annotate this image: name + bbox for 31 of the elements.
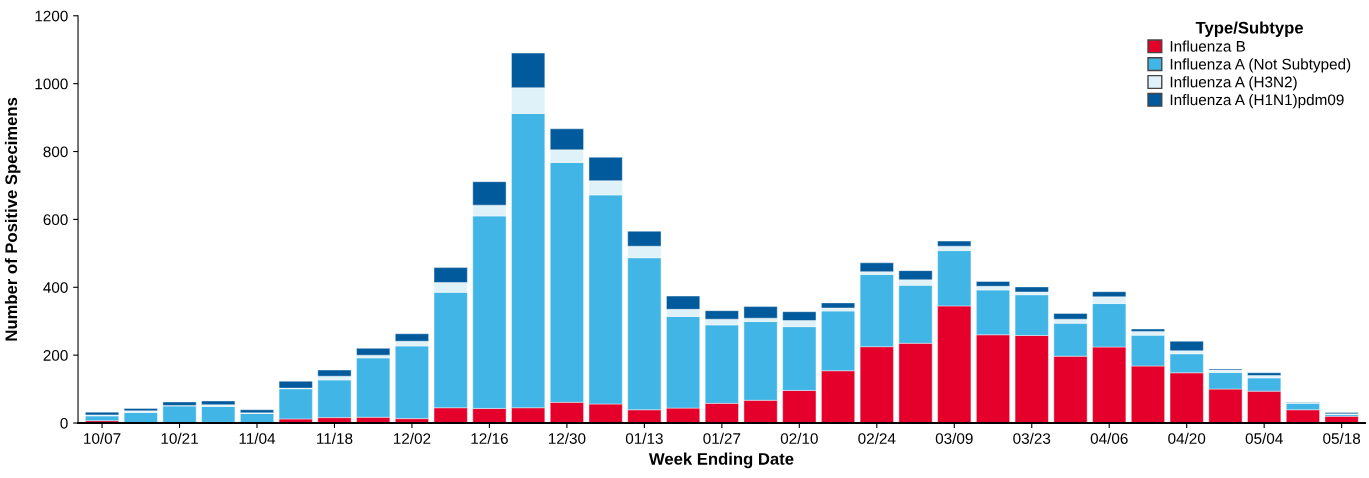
legend-label: Influenza A (Not Subtyped) [1170,58,1351,73]
x-axis-title: Week Ending Date [648,452,794,469]
legend-label: Influenza A (H1N1)pdm09 [1170,94,1344,109]
x-tick-label: 11/18 [317,432,353,444]
x-tick-label: 04/06 [1090,432,1128,444]
y-tick-label: 1000 [35,78,68,90]
x-tick-label: 12/30 [548,432,586,444]
legend-label: Influenza B [1170,40,1246,52]
x-tick-label: 02/10 [780,432,818,444]
x-tick-label: 05/18 [1323,432,1361,444]
x-tick-label: 04/20 [1168,432,1206,444]
x-tick-label: 10/21 [161,432,198,444]
x-tick-label: 01/27 [703,432,741,444]
y-tick-label: 1200 [35,10,68,22]
y-tick-label: 600 [43,214,68,226]
x-tick-label: 02/24 [858,432,896,444]
x-tick-label: 10/07 [84,432,121,444]
y-tick-label: 200 [43,350,68,361]
y-tick-label: 800 [43,146,68,158]
y-axis-title: Number of Positive Specimens [4,97,21,341]
y-tick-label: 400 [43,282,68,293]
legend-title: Type/Subtype [1195,21,1304,37]
x-tick-label: 03/09 [935,432,973,444]
x-tick-label: 12/02 [394,432,431,444]
x-tick-label: 01/13 [625,432,663,444]
x-tick-label: 05/04 [1245,432,1283,444]
y-tick-label: 0 [60,417,68,429]
legend-label: Influenza A (H3N2) [1170,76,1297,91]
x-tick-label: 03/23 [1013,432,1051,444]
x-tick-label: 11/04 [239,432,276,444]
x-tick-label: 12/16 [471,432,508,444]
